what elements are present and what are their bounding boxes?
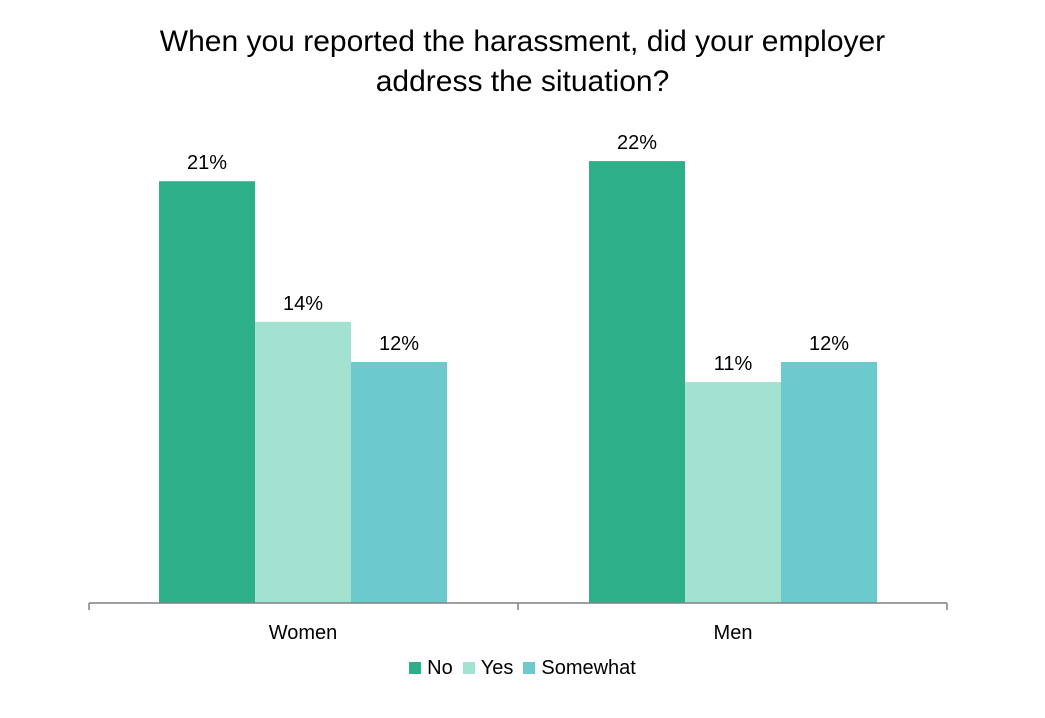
legend: No Yes Somewhat	[0, 655, 1045, 681]
legend-item-yes: Yes	[462, 655, 514, 681]
legend-label-yes: Yes	[480, 657, 514, 679]
data-label-men-somewhat: 12%	[809, 333, 849, 355]
legend-item-no: No	[409, 655, 453, 681]
legend-label-no: No	[427, 657, 453, 679]
data-label-women-no: 21%	[187, 152, 227, 174]
bar-men-somewhat	[781, 361, 877, 603]
legend-swatch-no	[409, 662, 422, 674]
data-label-men-yes: 11%	[714, 353, 753, 375]
bar-women-somewhat	[351, 361, 447, 603]
bar-men-yes	[685, 382, 781, 603]
chart-title-line-2: address the situation?	[375, 65, 670, 98]
bar-men-no	[589, 161, 685, 603]
legend-label-somewhat: Somewhat	[541, 657, 636, 679]
x-tick-label-women: Women	[269, 622, 338, 644]
x-tick-label-men: Men	[714, 622, 753, 644]
chart-title: When you reported the harassment, did yo…	[0, 22, 1045, 102]
legend-swatch-somewhat	[523, 662, 536, 674]
bar-women-no	[159, 181, 255, 603]
data-label-men-no: 22%	[617, 132, 657, 154]
bar-women-yes	[255, 321, 351, 603]
chart-title-line-1: When you reported the harassment, did yo…	[159, 25, 886, 58]
legend-swatch-yes	[462, 662, 475, 674]
legend-item-somewhat: Somewhat	[523, 655, 636, 681]
data-label-women-yes: 14%	[283, 293, 323, 315]
data-label-women-somewhat: 12%	[379, 333, 419, 355]
